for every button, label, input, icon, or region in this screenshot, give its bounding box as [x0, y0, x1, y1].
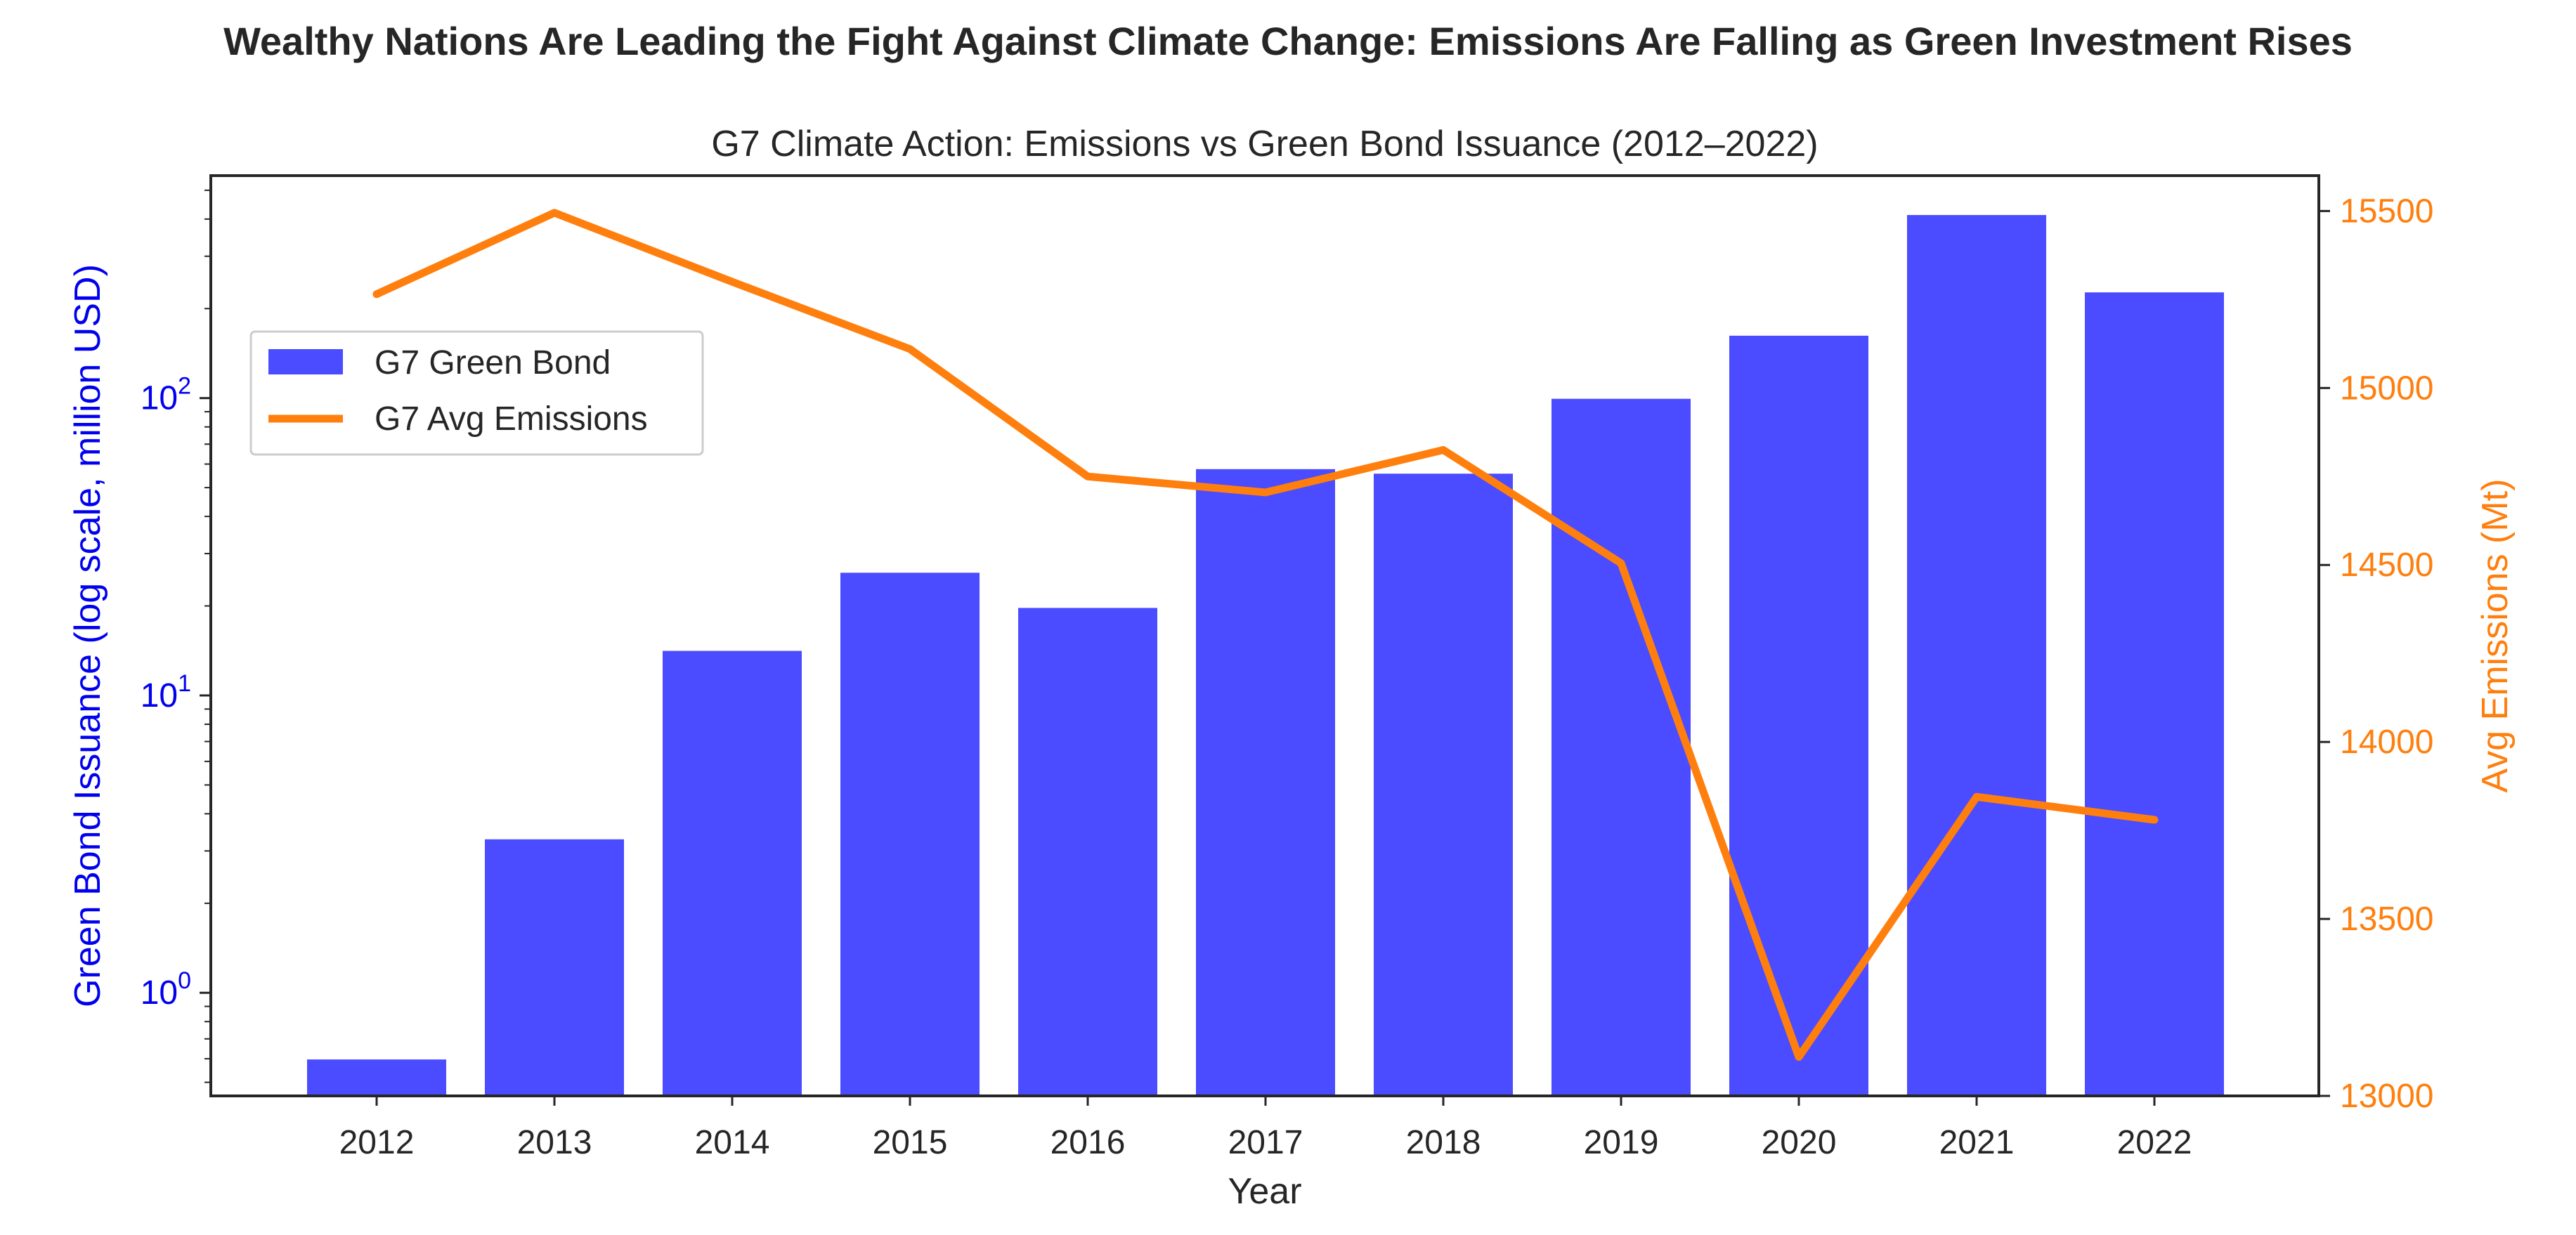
chart-title: G7 Climate Action: Emissions vs Green Bo…: [711, 124, 1818, 164]
x-tick-label: 2013: [517, 1124, 592, 1161]
legend: G7 Green Bond G7 Avg Emissions: [251, 332, 703, 455]
x-tick-label: 2019: [1584, 1124, 1659, 1161]
legend-label-green-bond: G7 Green Bond: [375, 344, 611, 381]
x-tick-label: 2014: [695, 1124, 770, 1161]
bar-2017: [1195, 469, 1336, 1096]
bar-2012: [306, 1059, 447, 1096]
x-tick-label: 2015: [873, 1124, 948, 1161]
right-tick-label: 15500: [2340, 192, 2433, 230]
bar-2015: [840, 572, 980, 1096]
bar-2022: [2084, 292, 2225, 1096]
x-tick-label: 2016: [1050, 1124, 1126, 1161]
left-y-axis-label: Green Bond Issuance (log scale, million …: [67, 264, 108, 1007]
right-tick-label: 13000: [2340, 1078, 2433, 1115]
x-tick-label: 2021: [1939, 1124, 2015, 1161]
bar-2018: [1373, 473, 1514, 1096]
left-tick-label: 100: [141, 967, 191, 1012]
right-y-axis-label: Avg Emissions (Mt): [2475, 479, 2516, 793]
x-tick-label: 2020: [1762, 1124, 1837, 1161]
bar-2014: [662, 650, 802, 1096]
x-axis: 2012 2013 2014 2015 2016 2017 2018 2019 2020 2021…: [339, 1096, 2192, 1161]
x-tick-label: 2012: [339, 1124, 415, 1161]
bar-2016: [1017, 607, 1158, 1096]
bar-2021: [1906, 214, 2047, 1096]
legend-label-avg-emissions: G7 Avg Emissions: [375, 400, 648, 438]
chart-suptitle: Wealthy Nations Are Leading the Fight Ag…: [223, 19, 2353, 63]
x-tick-label: 2017: [1228, 1124, 1303, 1161]
right-tick-label: 15000: [2340, 370, 2433, 407]
left-tick-label: 101: [141, 670, 191, 714]
right-tick-label: 14500: [2340, 547, 2433, 584]
right-tick-label: 14000: [2340, 724, 2433, 761]
left-tick-label: 102: [141, 373, 191, 417]
right-tick-label: 13500: [2340, 901, 2433, 938]
bar-2019: [1551, 398, 1691, 1096]
x-tick-label: 2022: [2117, 1124, 2192, 1161]
x-axis-label: Year: [1228, 1171, 1301, 1212]
x-tick-label: 2018: [1406, 1124, 1481, 1161]
legend-swatch-green-bond: [268, 349, 343, 374]
bar-2013: [484, 839, 625, 1096]
left-y-axis: 100 101 102: [141, 190, 211, 1083]
right-y-axis: 13000 13500 14000 14500 15000 15500: [2319, 192, 2433, 1115]
